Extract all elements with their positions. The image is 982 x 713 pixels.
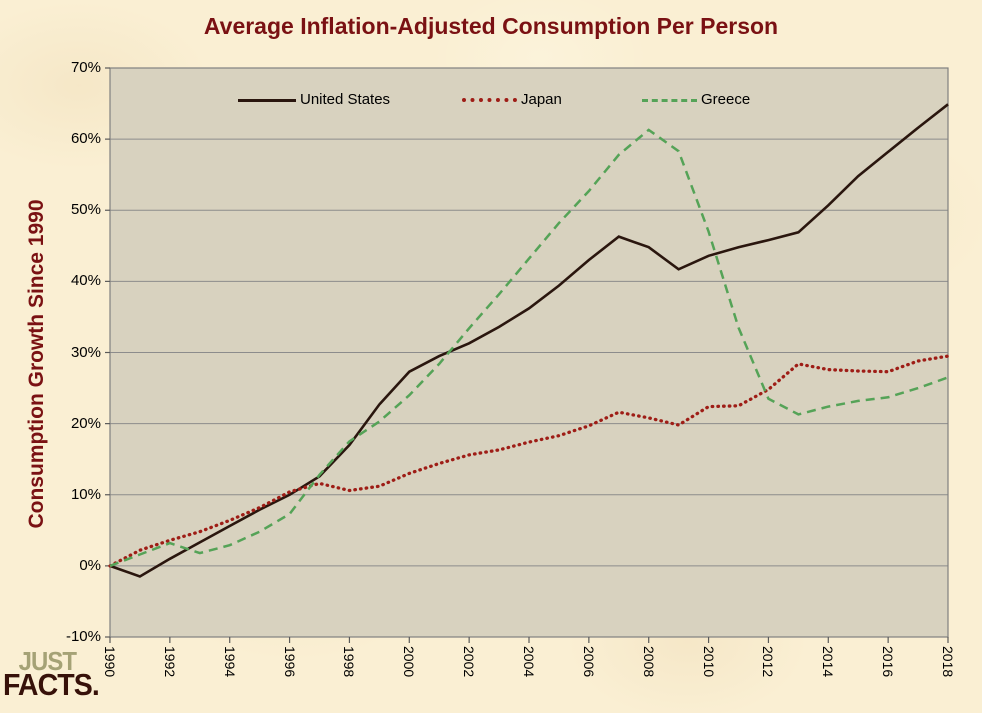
- x-tick-label: 1994: [221, 646, 238, 678]
- legend-item-united-states: United States: [238, 91, 390, 109]
- x-tick-label: 2014: [820, 646, 837, 678]
- series-line-japan: [108, 354, 950, 568]
- just-facts-logo: JUST FACTS.: [3, 646, 107, 703]
- series-line-greece: [109, 128, 949, 568]
- legend-label-japan: Japan: [521, 91, 562, 108]
- legend-label-greece: Greece: [701, 91, 751, 108]
- y-tick-label: 0%: [79, 556, 101, 574]
- y-tick-label: 20%: [70, 414, 101, 432]
- logo-just-text: JUST: [18, 646, 77, 676]
- x-tick-label: 2000: [401, 646, 418, 678]
- x-tick-label: 2018: [940, 646, 956, 678]
- united-states-line-swatch-icon: [238, 98, 296, 102]
- greece-line-swatch-icon: [642, 98, 697, 102]
- x-tick-label: 2010: [700, 646, 717, 678]
- chart-title: Average Inflation-Adjusted Consumption P…: [203, 13, 779, 39]
- x-tick-label: 2008: [640, 646, 657, 678]
- logo-facts-text: FACTS.: [3, 667, 100, 703]
- x-tick-label: 2004: [521, 646, 537, 678]
- x-tick-label: 2016: [880, 646, 897, 678]
- x-tick-label: 1998: [341, 646, 358, 678]
- y-tick-label: 60%: [70, 130, 101, 148]
- legend-item-japan: Japan: [462, 91, 562, 109]
- y-tick-label: 10%: [70, 485, 101, 503]
- japan-line-swatch-icon: [462, 98, 517, 102]
- x-tick-label: 2012: [760, 646, 777, 678]
- y-tick-label: -10%: [65, 628, 101, 645]
- y-tick-label: 50%: [70, 201, 101, 219]
- x-tick-label: 2002: [461, 646, 478, 678]
- y-tick-label: 40%: [70, 272, 101, 290]
- legend-label-united-states: United States: [300, 91, 391, 108]
- y-tick-label: 70%: [70, 59, 101, 76]
- y-tick-label: 30%: [70, 343, 101, 361]
- legend-item-greece: Greece: [642, 91, 750, 109]
- x-tick-label: 1992: [161, 646, 178, 678]
- x-tick-label: 1996: [281, 646, 298, 678]
- x-tick-label: 2006: [580, 646, 597, 678]
- series-line-united-states: [109, 103, 949, 578]
